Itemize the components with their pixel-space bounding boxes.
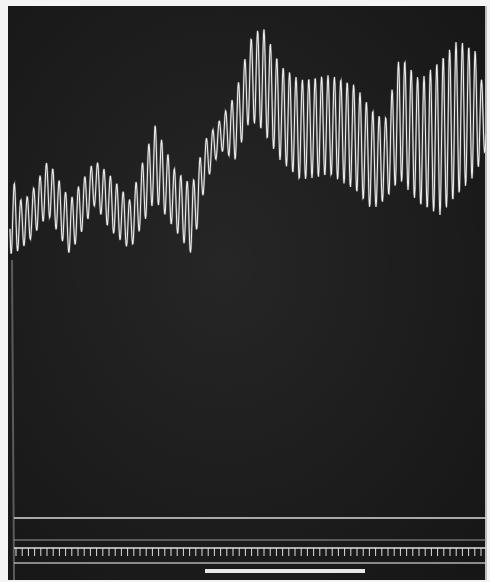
time-marker-ticks [15, 548, 482, 556]
signal-trace [8, 29, 488, 255]
left-edge [11, 259, 15, 581]
bottom-marker [205, 569, 365, 573]
trace-line [9, 29, 487, 254]
